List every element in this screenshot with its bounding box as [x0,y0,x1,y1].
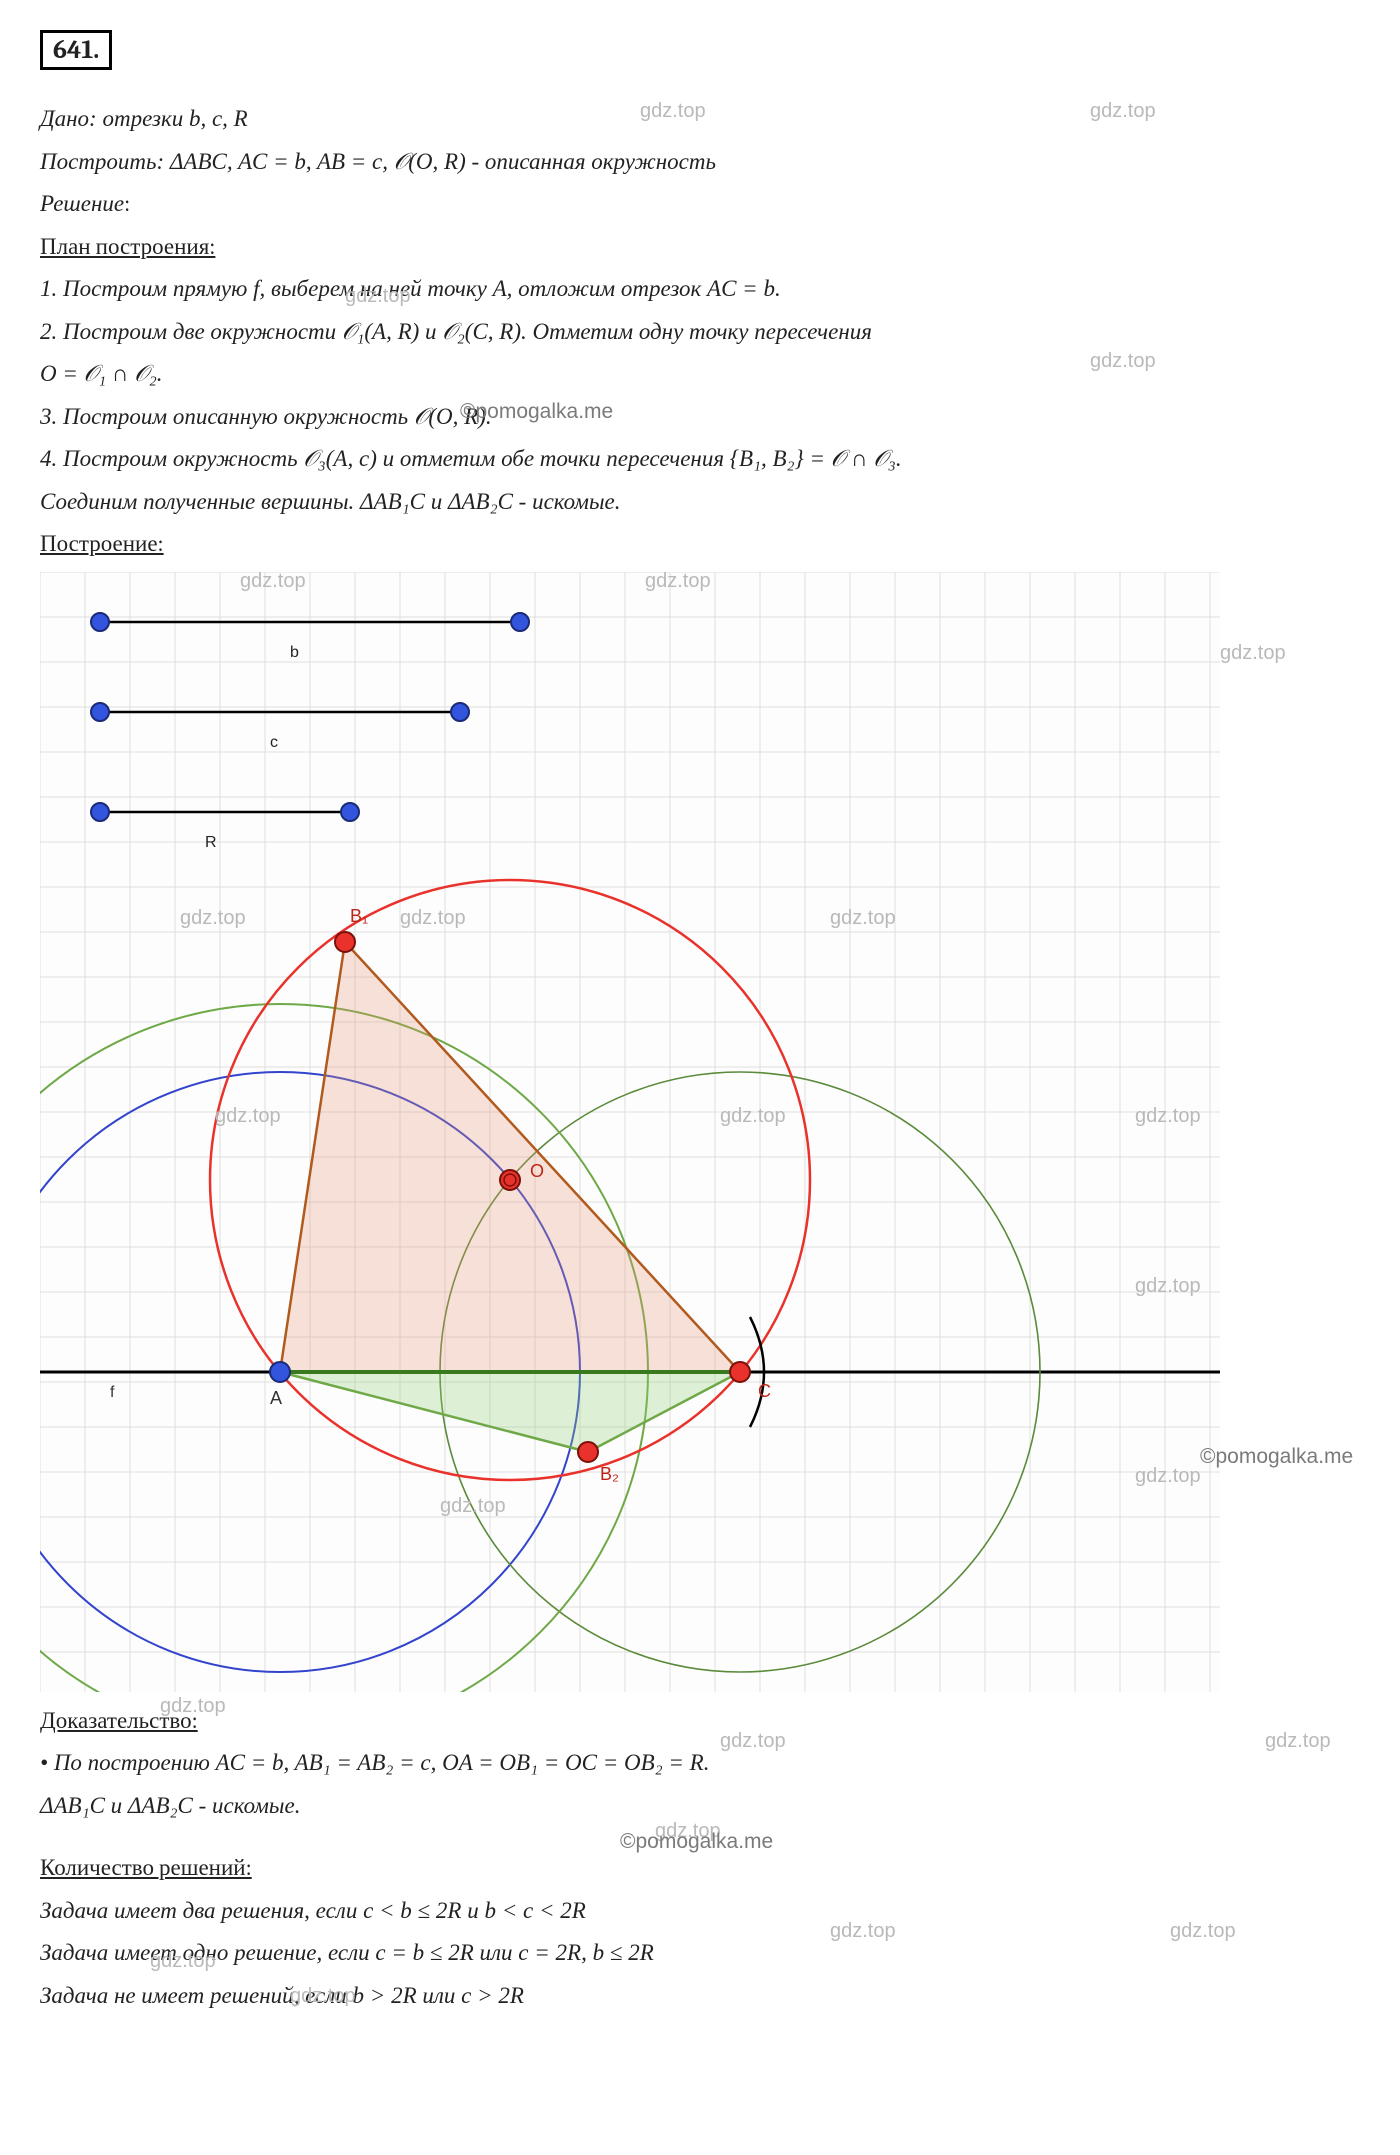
proof-2: ΔAB₁C и ΔAB₂C - искомые. [40,1789,1360,1824]
count-3: Задача не имеет решений, если b > 2R или… [40,1979,1360,2014]
svg-text:R: R [205,834,217,851]
proof-label: Доказательство: [40,1704,1360,1739]
proof-1: По построению AC = b, AB₁ = AB₂ = c, OA … [40,1746,1360,1781]
problem-number-text: 641 [53,35,93,65]
svg-text:f: f [110,1384,115,1401]
plan-1: 1. Построим прямую f, выберем на ней точ… [40,272,1360,307]
count-1: Задача имеет два решения, если c < b ≤ 2… [40,1894,1360,1929]
plan-4a: 4. Построим окружность 𝒪₃(A, c) и отмети… [40,442,1360,477]
geometry-figure: b c R A C O B₁ B₂ f [40,572,1220,1692]
plan-4b: Соединим полученные вершины. ΔAB₁C и ΔAB… [40,485,1360,520]
count-2: Задача имеет одно решение, если c = b ≤ … [40,1936,1360,1971]
svg-text:b: b [290,644,299,661]
given-label: Дано [40,105,89,132]
count-label: Количество решений: [40,1851,1360,1886]
given-text: : отрезки b, c, R [89,106,248,131]
solution-line: Решение: [40,187,1360,222]
svg-text:c: c [270,734,278,751]
plan-2a: 2. Построим две окружности 𝒪₁(A, R) и 𝒪₂… [40,315,1360,350]
svg-text:B₁: B₁ [350,906,368,926]
plan-3: 3. Построим описанную окружность 𝒪(O, R)… [40,400,1360,435]
plan-2b: O = 𝒪₁ ∩ 𝒪₂. [40,357,1360,392]
construction-label: Построение: [40,527,1360,562]
construct-line: Построить: ΔABC, AC = b, AB = c, 𝒪(O, R)… [40,145,1360,180]
construct-text: : ΔABC, AC = b, AB = c, 𝒪(O, R) - описан… [157,149,716,174]
watermark-pomogalka: ©pomogalka.me [1200,1445,1353,1469]
given-line: Дано: отрезки b, c, R [40,102,1360,137]
svg-text:O: O [530,1161,544,1181]
plan-label: План построения: [40,230,1360,265]
svg-text:B₂: B₂ [600,1464,619,1484]
watermark-gdz: gdz.top [1220,642,1286,665]
page-root: 641. Дано: отрезки b, c, R Построить: ΔA… [40,30,1360,2013]
svg-text:A: A [270,1388,282,1408]
problem-number: 641. [40,30,112,70]
watermark-gdz: gdz.top [655,1820,721,1843]
solution-label: Решение [40,190,124,217]
construct-label: Построить [40,148,157,175]
svg-text:C: C [758,1381,771,1401]
figure-container: b c R A C O B₁ B₂ f [40,572,1220,1692]
